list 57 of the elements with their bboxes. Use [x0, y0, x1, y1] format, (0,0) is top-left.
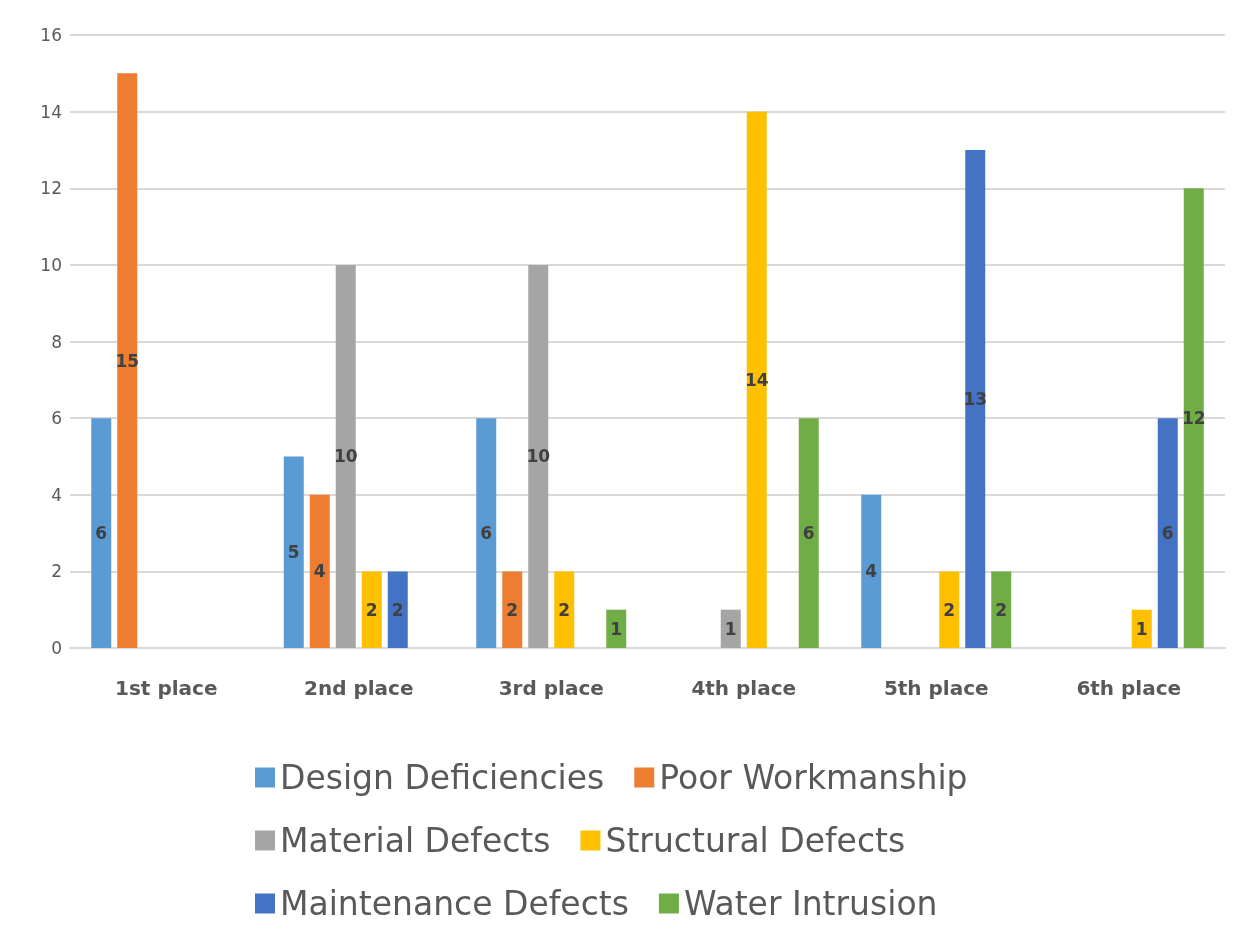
data-label: 4: [313, 561, 326, 582]
data-label: 6: [480, 523, 493, 544]
x-tick-label: 5th place: [883, 676, 989, 700]
legend-label: Water Intrusion: [683, 884, 938, 923]
x-tick-label: 2nd place: [303, 676, 414, 700]
bar: [528, 264, 549, 648]
y-tick-label: 14: [40, 101, 62, 122]
data-label: 2: [365, 599, 378, 620]
bar: [861, 494, 882, 648]
bar: [554, 571, 575, 648]
legend-label: Structural Defects: [605, 821, 906, 860]
bar: [476, 418, 497, 648]
y-tick-label: 4: [51, 484, 62, 505]
bar: [798, 418, 819, 648]
legend-label: Poor Workmanship: [659, 758, 968, 797]
data-label: 2: [943, 599, 956, 620]
bar: [1157, 418, 1178, 648]
x-tick-label: 4th place: [691, 676, 797, 700]
y-tick-label: 6: [51, 408, 62, 429]
bar: [91, 418, 112, 648]
data-label: 6: [1161, 523, 1174, 544]
x-tick-label: 3rd place: [498, 676, 604, 700]
legend-label: Maintenance Defects: [280, 884, 629, 923]
legend-label: Design Deficiencies: [280, 758, 605, 797]
bar: [117, 73, 138, 648]
bar: [502, 571, 523, 648]
bar: [991, 571, 1012, 648]
data-label: 2: [558, 599, 571, 620]
data-label: 2: [506, 599, 519, 620]
data-label: 6: [95, 523, 108, 544]
bar: [939, 571, 960, 648]
y-tick-label: 10: [40, 254, 62, 275]
data-label: 5: [287, 542, 300, 563]
bar: [335, 264, 356, 648]
y-tick-label: 16: [40, 25, 62, 45]
data-label: 4: [865, 561, 878, 582]
data-label: 1: [1135, 618, 1148, 639]
y-tick-label: 2: [51, 561, 62, 582]
bar: [387, 571, 408, 648]
bar: [746, 111, 767, 648]
legend-label: Material Defects: [280, 821, 551, 860]
y-tick-label: 0: [51, 638, 62, 658]
x-tick-label: 1st place: [115, 676, 218, 700]
data-label: 1: [610, 618, 623, 639]
data-label: 12: [1181, 408, 1206, 429]
data-label: 2: [995, 599, 1008, 620]
bar: [361, 571, 382, 648]
data-label: 1: [724, 618, 737, 639]
data-label: 2: [391, 599, 404, 620]
bar: [965, 149, 986, 648]
x-tick-label: 6th place: [1076, 676, 1182, 700]
bar: [283, 456, 304, 648]
y-tick-label: 12: [40, 178, 62, 199]
bar: [309, 494, 330, 648]
data-label: 6: [802, 523, 815, 544]
y-tick-label: 8: [51, 331, 62, 352]
bar: [1183, 188, 1204, 648]
